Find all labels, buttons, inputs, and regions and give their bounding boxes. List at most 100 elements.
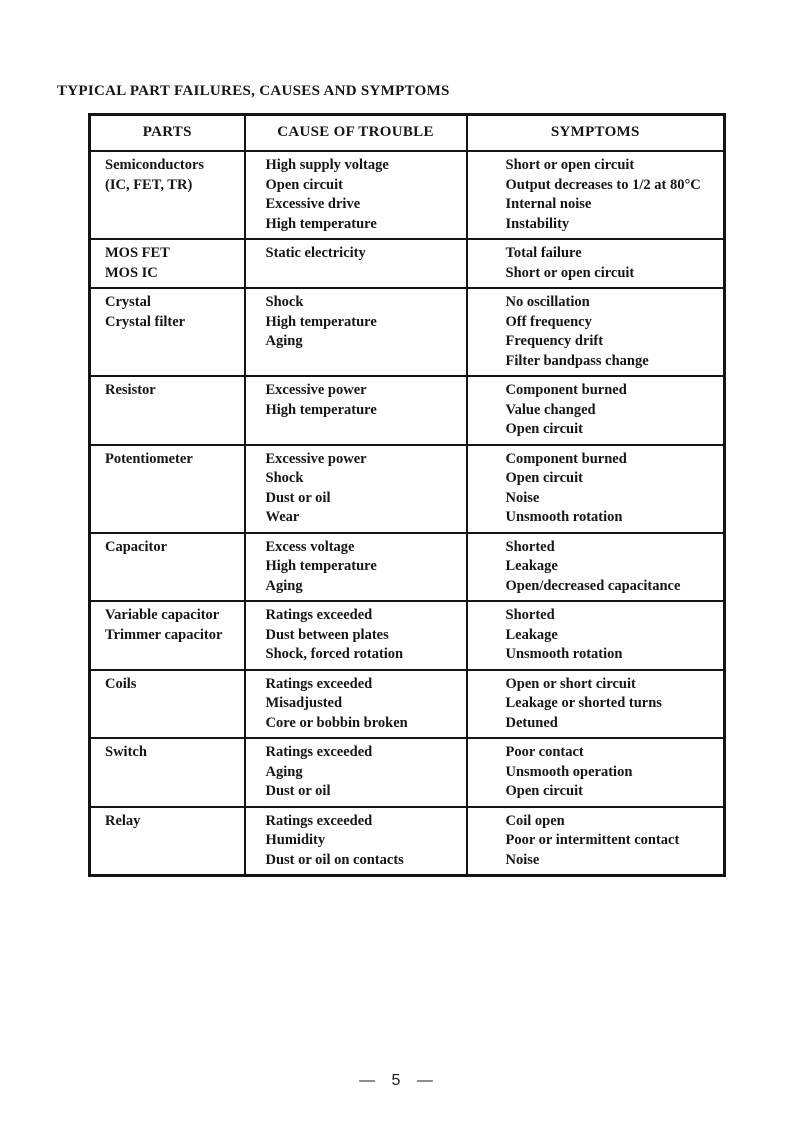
cell-line: Output decreases to 1/2 at 80°C — [505, 176, 701, 193]
cell-line: Crystal — [105, 294, 151, 310]
symptoms-cell: Component burned Value changed Open circui… — [465, 375, 726, 446]
header-row: PARTS CAUSE OF TROUBLE SYMPTOMS — [88, 113, 726, 152]
cell-line: Wear — [265, 509, 300, 525]
cell-line: Variable capacitor — [105, 607, 220, 623]
parts-cell: Semiconductors (IC, FET, TR) — [88, 150, 246, 240]
cell-line: Static electricity — [265, 245, 366, 261]
cell-line: Coils — [105, 675, 137, 692]
table-row: Switch Ratings exceeded Aging Dust or oil Po… — [88, 737, 726, 808]
parts-cell: Crystal Crystal filter — [88, 287, 246, 377]
cell-line: Open circuit — [265, 176, 343, 193]
cell-line: Noise — [505, 489, 540, 506]
cell-line: Capacitor — [105, 538, 168, 555]
table-row: Relay Ratings exceeded Humidity Dust or oil… — [88, 805, 726, 877]
cell-line: Semiconductors — [105, 157, 205, 173]
cell-line: Open or short circuit — [505, 675, 636, 692]
cell-line: High temperature — [265, 215, 377, 232]
cause-cell: Excessive power Shock Dust or oil Wear — [243, 443, 468, 534]
column-header-symptoms: SYMPTOMS — [465, 113, 726, 152]
cell-line: Poor or intermittent contact — [505, 832, 680, 848]
cell-line: Ratings exceeded — [265, 812, 373, 829]
cell-line: Dust or oil — [265, 783, 331, 799]
cell-line: Switch — [105, 744, 147, 760]
cell-line: Filter bandpass change — [505, 352, 649, 369]
cell-line: Coil open — [505, 812, 565, 829]
parts-cell: Resistor — [88, 375, 246, 446]
symptoms-cell: Poor contact Unsmooth operation Open circu… — [465, 737, 726, 808]
cell-line: Shorted — [505, 538, 555, 555]
cause-cell: High supply voltage Open circuit Excessive… — [243, 150, 468, 240]
cell-line: Leakage — [505, 626, 558, 643]
symptoms-cell: Shorted Leakage Unsmooth rotation — [465, 600, 726, 671]
cell-line: Aging — [265, 763, 303, 780]
cell-line: Dust between plates — [265, 626, 389, 643]
parts-cell: Potentiometer — [88, 443, 246, 534]
table-row: Crystal Crystal filter Shock High temperatu… — [88, 287, 726, 377]
cause-cell: Ratings exceeded Misadjusted Core or bobbi… — [243, 668, 468, 739]
page-title: TYPICAL PART FAILURES, CAUSES AND SYMPTO… — [57, 83, 450, 99]
page-number: — 5 — — [359, 1072, 434, 1089]
cell-line: High supply voltage — [265, 157, 389, 173]
cell-line: High temperature — [265, 401, 377, 418]
symptoms-cell: Shorted Leakage Open/decreased capacitance — [465, 531, 726, 602]
table-row: Coils Ratings exceeded Misadjusted Core or … — [88, 668, 726, 739]
column-header-parts: PARTS — [88, 113, 246, 152]
cell-line: Instability — [505, 215, 570, 232]
cell-line: No oscillation — [505, 294, 590, 310]
cell-line: High temperature — [265, 558, 377, 574]
cell-line: Dust or oil — [265, 489, 331, 506]
parts-cell: Relay — [88, 805, 246, 877]
cell-line: MOS IC — [105, 264, 158, 281]
symptoms-cell: Total failure Short or open circuit — [465, 238, 726, 289]
cell-line: Relay — [105, 812, 141, 829]
cell-line: Misadjusted — [265, 695, 343, 711]
cell-line: Leakage — [505, 558, 558, 574]
cell-line: Humidity — [265, 832, 326, 848]
cell-line: Shock — [265, 294, 304, 310]
cell-line: Internal noise — [505, 196, 592, 212]
cell-line: High temperature — [265, 313, 377, 330]
cell-line: Unsmooth operation — [505, 763, 633, 780]
parts-cell: Coils — [88, 668, 246, 739]
parts-cell: Capacitor — [88, 531, 246, 602]
table-body: Semiconductors (IC, FET, TR) High supply v… — [88, 150, 726, 877]
cell-line: Excessive power — [265, 382, 367, 398]
cell-line: Noise — [505, 851, 540, 868]
symptoms-cell: Short or open circuit Output decreases to… — [465, 150, 726, 240]
symptoms-cell: Component burned Open circuit Noise Unsmoot… — [465, 443, 726, 534]
parts-cell: Variable capacitor Trimmer capacitor — [88, 600, 246, 671]
cell-line: Shorted — [505, 607, 555, 623]
cell-line: Resistor — [105, 382, 156, 398]
cell-line: Frequency drift — [505, 333, 604, 349]
symptoms-cell: Coil open Poor or intermittent contact Noi… — [465, 805, 726, 877]
cell-line: Detuned — [505, 714, 558, 731]
cell-line: Ratings exceeded — [265, 744, 373, 760]
cell-line: (IC, FET, TR) — [105, 176, 193, 193]
cell-line: Unsmooth rotation — [505, 509, 623, 525]
cell-line: Shock — [265, 470, 304, 486]
cell-line: Core or bobbin broken — [265, 714, 408, 731]
cause-cell: Excessive power High temperature — [243, 375, 468, 446]
cell-line: Excessive power — [265, 450, 367, 467]
cell-line: MOS FET — [105, 245, 170, 261]
cell-line: Open/decreased capacitance — [505, 577, 681, 594]
parts-cell: MOS FET MOS IC — [88, 238, 246, 289]
cell-line: Ratings exceeded — [265, 675, 373, 692]
cell-line: Short or open circuit — [505, 264, 635, 281]
table-row: Potentiometer Excessive power Shock Dust or… — [88, 443, 726, 534]
cell-line: Component burned — [505, 450, 627, 467]
cause-cell: Ratings exceeded Humidity Dust or oil on c… — [243, 805, 468, 877]
cell-line: Trimmer capacitor — [105, 626, 223, 643]
cell-line: Short or open circuit — [505, 157, 635, 173]
cell-line: Total failure — [505, 245, 582, 261]
cause-cell: Ratings exceeded Dust between plates Shock… — [243, 600, 468, 671]
cell-line: Shock, forced rotation — [265, 646, 404, 662]
table-row: Semiconductors (IC, FET, TR) High supply v… — [88, 150, 726, 240]
cell-line: Open circuit — [505, 421, 583, 437]
cell-line: Ratings exceeded — [265, 607, 373, 623]
table-row: Capacitor Excess voltage High temperature A… — [88, 531, 726, 602]
cell-line: Excess voltage — [265, 538, 355, 555]
failures-table: PARTS CAUSE OF TROUBLE SYMPTOMS Semicond… — [88, 113, 726, 877]
parts-cell: Switch — [88, 737, 246, 808]
